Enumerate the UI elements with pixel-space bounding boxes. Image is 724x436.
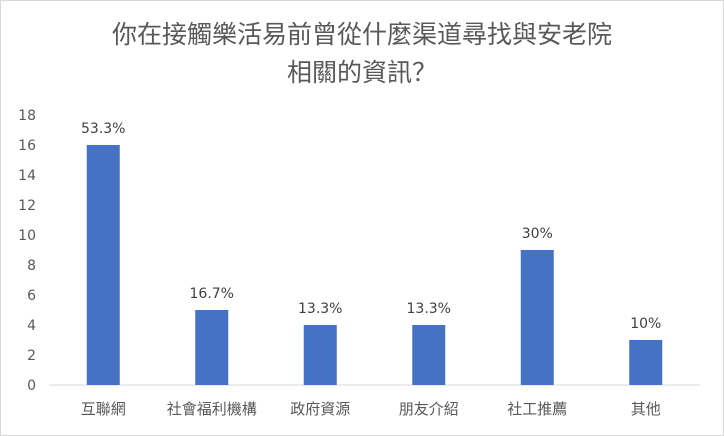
x-category-label: 政府資源 — [290, 400, 350, 418]
data-label: 10% — [630, 316, 661, 332]
x-category-label: 社工推薦 — [507, 400, 567, 418]
y-tick-label: 12 — [18, 198, 36, 214]
bar — [520, 250, 554, 385]
data-label: 13.3% — [407, 301, 451, 317]
data-label: 53.3% — [81, 121, 125, 137]
data-label: 30% — [522, 226, 553, 242]
bar — [629, 340, 663, 385]
y-tick-label: 4 — [27, 318, 36, 334]
x-category-label: 互聯網 — [81, 400, 126, 418]
data-label: 16.7% — [190, 286, 234, 302]
bar — [303, 325, 337, 385]
y-tick-label: 16 — [18, 138, 36, 154]
bar — [86, 145, 120, 385]
data-label: 13.3% — [298, 301, 342, 317]
bar — [412, 325, 446, 385]
chart-title-line-1: 你在接觸樂活易前曾從什麼渠道尋找與安老院 — [111, 20, 612, 49]
bar — [195, 310, 229, 385]
y-tick-label: 6 — [27, 288, 36, 304]
y-tick-label: 18 — [18, 108, 36, 124]
x-category-label: 社會福利機構 — [167, 400, 257, 418]
y-tick-label: 14 — [18, 168, 36, 184]
y-tick-label: 10 — [18, 228, 36, 244]
x-category-label: 其他 — [631, 400, 661, 418]
x-category-label: 朋友介紹 — [399, 400, 459, 418]
y-tick-label: 0 — [27, 378, 36, 394]
y-tick-label: 2 — [27, 348, 36, 364]
chart-title-line-2: 相關的資訊？ — [286, 58, 437, 87]
y-tick-label: 8 — [27, 258, 36, 274]
